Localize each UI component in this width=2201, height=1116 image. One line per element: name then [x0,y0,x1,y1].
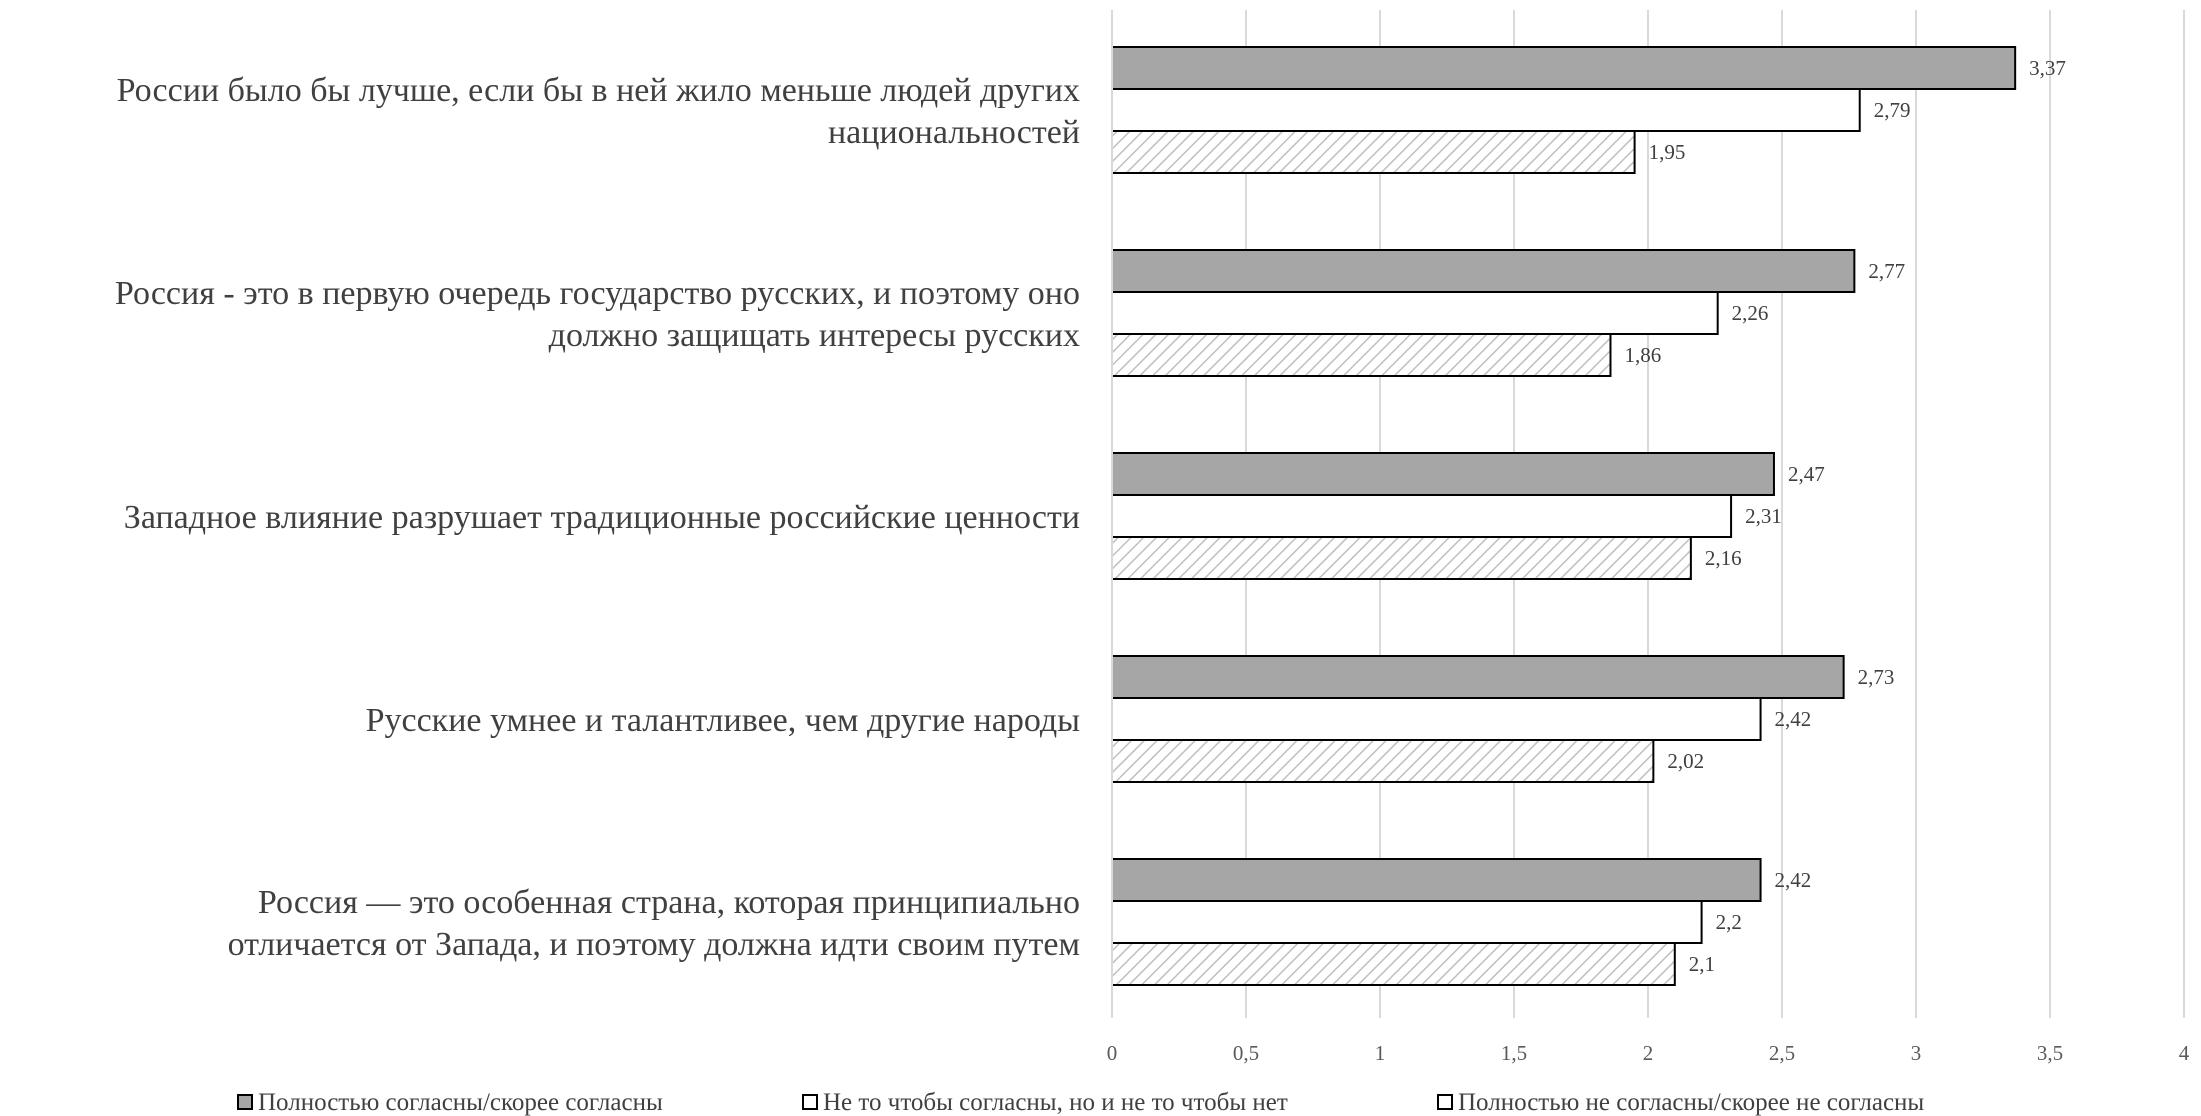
data-label: 2,77 [1868,259,1905,283]
x-tick-label: 3,5 [2037,1041,2063,1065]
legend-swatch [237,1094,253,1110]
x-axis: 0 0,5 1 1,5 2 2,5 3 3,5 4 [1107,10,2190,1065]
category-label: национальностей [828,114,1080,151]
x-tick-label: 1,5 [1501,1041,1527,1065]
data-label: 2,1 [1689,952,1715,976]
bar [1111,900,1703,944]
bar [1111,452,1775,496]
bar [1111,88,1861,132]
bar [1111,333,1612,377]
bar [1111,494,1733,538]
bar [1111,291,1719,335]
legend-label: Полностью не согласны/скорее не согласны [1458,1089,1924,1116]
x-tick-label: 0,5 [1233,1041,1259,1065]
x-tick-label: 0 [1107,1041,1118,1065]
category-label: Россия - это в первую очередь государств… [115,275,1080,312]
category-label: Россия — это особенная страна, которая п… [258,884,1080,921]
bar [1111,942,1676,986]
bar [1111,536,1692,580]
data-label: 3,37 [2029,56,2066,80]
data-label: 2,73 [1858,665,1895,689]
legend-item: Полностью не согласны/скорее не согласны [1437,1089,1924,1116]
data-label: 2,31 [1745,504,1782,528]
category-label: Русские умнее и талантливее, чем другие … [366,702,1081,739]
x-tick-label: 2,5 [1769,1041,1795,1065]
legend-swatch [1437,1094,1453,1110]
x-tick-label: 3 [1911,1041,1922,1065]
legend-label: Не то чтобы согласны, но и не то чтобы н… [823,1089,1288,1116]
bar [1111,130,1636,174]
data-label: 2,42 [1775,868,1812,892]
data-label: 2,79 [1874,98,1911,122]
bars [1111,46,2017,986]
x-tick-label: 1 [1375,1041,1386,1065]
bar [1111,739,1655,783]
legend-swatch [802,1094,818,1110]
data-label: 2,47 [1788,462,1825,486]
data-label: 2,42 [1775,707,1812,731]
legend-label: Полностью согласны/скорее согласны [258,1089,663,1116]
data-label: 1,86 [1624,343,1661,367]
bar [1111,46,2017,90]
legend-item: Не то чтобы согласны, но и не то чтобы н… [802,1089,1288,1116]
data-label: 2,2 [1716,910,1742,934]
bar [1111,249,1856,293]
category-labels: России было бы лучше, если бы в ней жило… [115,72,1080,963]
legend-item: Полностью согласны/скорее согласны [237,1089,663,1116]
data-label: 2,26 [1732,301,1769,325]
category-label: Западное влияние разрушает традиционные … [124,499,1080,536]
x-tick-label: 2 [1643,1041,1654,1065]
legend: Полностью согласны/скорее согласны Не то … [237,1089,1924,1116]
data-label: 2,16 [1705,546,1742,570]
category-label: отличается от Запада, и поэтому должна и… [228,926,1080,963]
bar [1111,858,1762,902]
x-tick-label: 4 [2179,1041,2190,1065]
bar [1111,697,1762,741]
data-label: 1,95 [1649,140,1686,164]
data-labels: 3,37 2,79 1,95 2,77 2,26 1,86 2,472,312,16 2,73… [1624,56,2065,976]
category-label: России было бы лучше, если бы в ней жило… [117,72,1080,109]
bar [1111,655,1845,699]
category-label: должно защищать интересы русских [549,317,1080,354]
data-label: 2,02 [1667,749,1704,773]
